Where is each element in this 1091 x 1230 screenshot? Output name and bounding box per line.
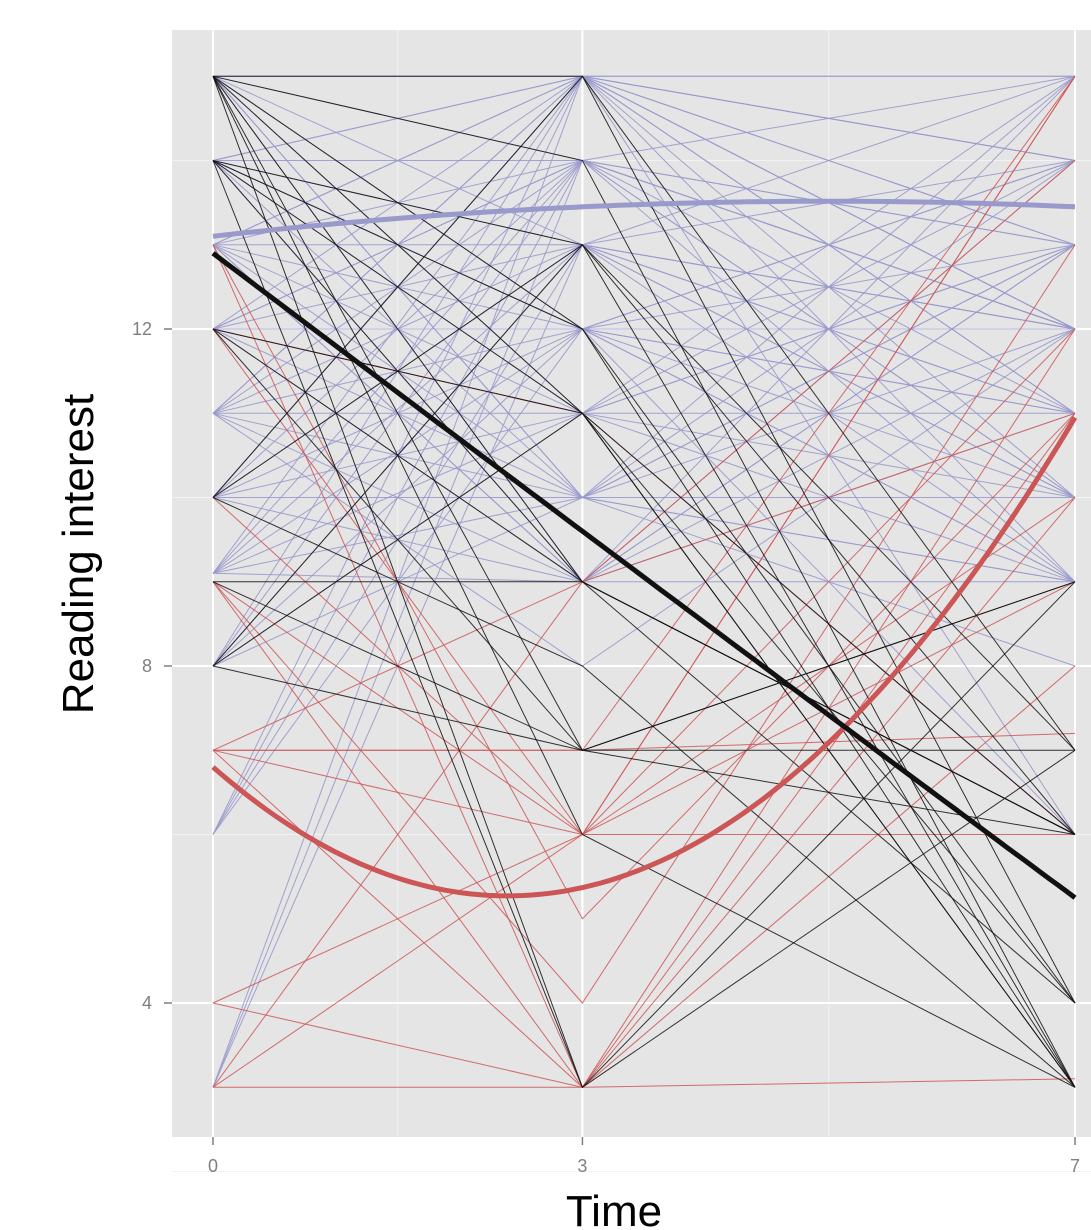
fitted-curves [211, 198, 1078, 900]
x-tick-label: 7 [1070, 1156, 1080, 1176]
fitted-curve-red [211, 416, 1078, 899]
trajectory-line-black [212, 75, 1076, 1004]
trajectory-line-black [212, 76, 1076, 1088]
x-axis-title: Time [566, 1187, 662, 1230]
trajectory-line-black [212, 160, 1076, 1088]
x-tick-label: 3 [577, 1156, 587, 1176]
black-individual-trajectories [212, 75, 1076, 1089]
trajectory-line-black [212, 328, 1076, 835]
x-axis: 0 3 7 [208, 1137, 1080, 1176]
y-tick-label: 12 [132, 319, 152, 339]
y-tick-label: 4 [142, 993, 152, 1013]
fitted-curve-blue [212, 198, 1076, 239]
y-axis-title: Reading interest [54, 394, 103, 714]
plot-panel [172, 30, 1091, 1137]
y-axis: 4 8 12 [132, 319, 172, 1013]
y-tick-label: 8 [142, 656, 152, 676]
trajectory-line-black [212, 412, 1076, 1004]
fitted-curve-black [211, 251, 1077, 900]
x-tick-label: 0 [208, 1156, 218, 1176]
trajectory-line-black [212, 581, 1076, 751]
trajectory-line-black [212, 497, 1076, 1088]
